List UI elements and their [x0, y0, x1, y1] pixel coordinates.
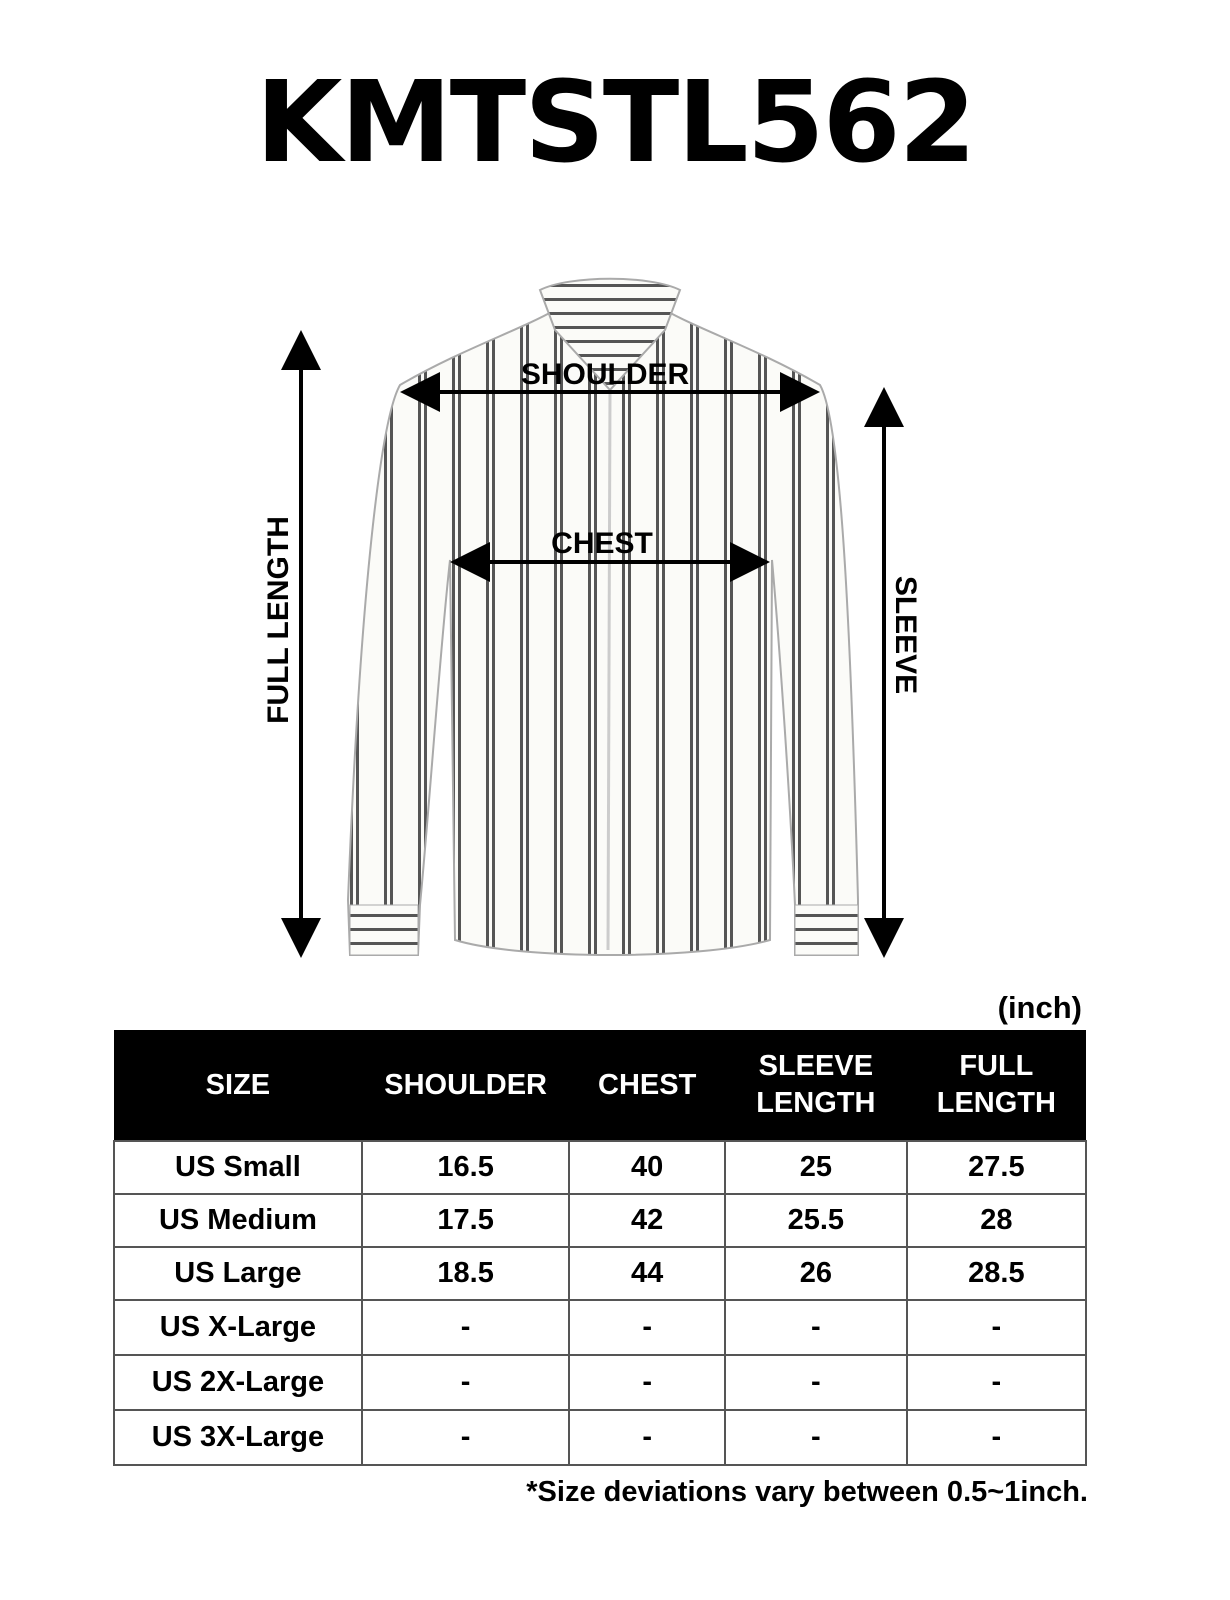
- table-cell: -: [905, 1299, 1088, 1356]
- table-row: US X-Large - - - -: [113, 1299, 1088, 1356]
- table-cell: -: [360, 1299, 571, 1356]
- sleeve-label: SLEEVE: [889, 576, 922, 694]
- table-cell: -: [723, 1354, 908, 1411]
- table-cell: -: [905, 1354, 1088, 1411]
- table-cell: 17.5: [360, 1193, 571, 1248]
- header-sleeve-length: SLEEVE LENGTH: [724, 1030, 907, 1141]
- table-cell: -: [905, 1409, 1088, 1466]
- product-code-title: KMTSTL562: [255, 58, 977, 188]
- header-full-length: FULL LENGTH: [906, 1030, 1086, 1141]
- table-row: US 2X-Large - - - -: [113, 1354, 1088, 1411]
- table-cell: US 3X-Large: [113, 1409, 363, 1466]
- table-cell: 27.5: [905, 1140, 1088, 1195]
- table-row: US Large 18.5 44 26 28.5: [113, 1246, 1088, 1301]
- table-cell: -: [360, 1354, 571, 1411]
- shirt-illustration: [346, 277, 859, 956]
- table-cell: -: [568, 1409, 726, 1466]
- unit-label: (inch): [997, 990, 1082, 1025]
- table-cell: 42: [568, 1193, 726, 1248]
- table-row: US Small 16.5 40 25 27.5: [113, 1140, 1088, 1195]
- table-header-row: SIZE SHOULDER CHEST SLEEVE LENGTH FULL L…: [114, 1030, 1086, 1141]
- table-cell: US Small: [113, 1140, 363, 1195]
- table-cell: 25.5: [723, 1193, 908, 1248]
- table-cell: 28: [905, 1193, 1088, 1248]
- table-cell: -: [360, 1409, 571, 1466]
- table-cell: US Medium: [113, 1193, 363, 1248]
- table-cell: -: [568, 1299, 726, 1356]
- table-cell: 26: [723, 1246, 908, 1301]
- table-cell: 40: [568, 1140, 726, 1195]
- header-chest: CHEST: [569, 1030, 725, 1141]
- table-cell: 44: [568, 1246, 726, 1301]
- shoulder-label: SHOULDER: [521, 358, 690, 391]
- full-length-label: FULL LENGTH: [262, 516, 295, 724]
- table-cell: US X-Large: [113, 1299, 363, 1356]
- header-shoulder: SHOULDER: [361, 1030, 570, 1141]
- table-row: US Medium 17.5 42 25.5 28: [113, 1193, 1088, 1248]
- header-size: SIZE: [114, 1030, 362, 1141]
- table-cell: 25: [723, 1140, 908, 1195]
- shirt-diagram: SHOULDER CHEST FULL LENGTH SLEEVE: [262, 277, 922, 958]
- table-cell: -: [568, 1354, 726, 1411]
- table-cell: US Large: [113, 1246, 363, 1301]
- size-deviation-note: *Size deviations vary between 0.5~1inch.: [526, 1476, 1088, 1508]
- table-cell: 16.5: [360, 1140, 571, 1195]
- table-cell: 28.5: [905, 1246, 1088, 1301]
- table-row: US 3X-Large - - - -: [113, 1409, 1088, 1466]
- table-cell: 18.5: [360, 1246, 571, 1301]
- chest-label: CHEST: [551, 527, 653, 560]
- size-table: SIZE SHOULDER CHEST SLEEVE LENGTH FULL L…: [113, 1030, 1088, 1466]
- table-cell: -: [723, 1409, 908, 1466]
- table-cell: US 2X-Large: [113, 1354, 363, 1411]
- table-cell: -: [723, 1299, 908, 1356]
